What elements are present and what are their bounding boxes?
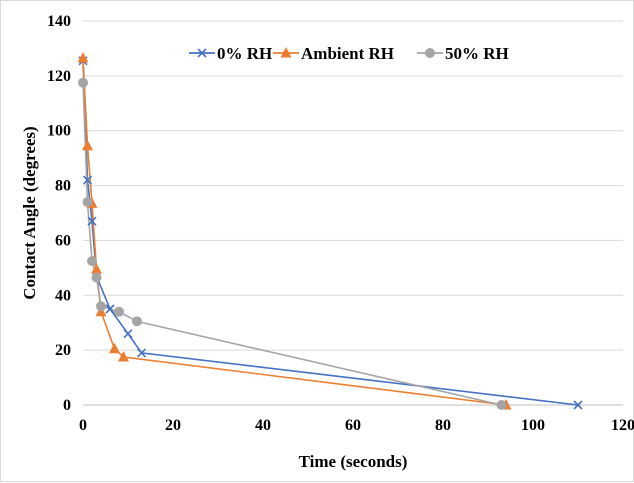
series-line-0 [82, 60, 579, 406]
y-tick-label-40: 40 [55, 287, 71, 304]
data-point-s0-7 [573, 400, 583, 410]
data-point-s2-2 [87, 256, 97, 266]
data-point-s2-5 [114, 306, 124, 317]
legend-marker-2 [425, 48, 435, 58]
data-point-s2-1 [82, 197, 93, 208]
y-tick-label-140: 140 [47, 13, 71, 30]
data-point-s0-4 [105, 304, 115, 314]
y-axis-title: Contact Angle (degrees) [20, 126, 39, 299]
data-point-s2-7 [496, 400, 507, 410]
x-tick-label-100: 100 [521, 417, 545, 434]
legend-label-2: 50% RH [445, 44, 509, 63]
gridlines [83, 20, 623, 351]
y-tick-label-0: 0 [63, 397, 71, 414]
data-point-s2-6 [132, 316, 142, 327]
x-axis-title: Time (seconds) [299, 452, 408, 471]
data-point-s0-6 [136, 348, 147, 358]
legend: 0% RH Ambient RH 50% RH [189, 44, 509, 63]
x-tick-label-120: 120 [611, 417, 634, 434]
x-tick-label-60: 60 [345, 417, 361, 434]
legend-marker-0 [197, 48, 207, 58]
data-point-s0-2 [87, 216, 97, 226]
legend-label-0: 0% RH [217, 44, 272, 63]
y-tick-label-60: 60 [55, 232, 71, 249]
y-tick-label-100: 100 [47, 123, 71, 140]
plot-area [77, 52, 583, 410]
data-point-s1-6 [118, 351, 129, 362]
y-tick-label-80: 80 [55, 178, 71, 195]
data-point-s0-5 [123, 329, 133, 339]
data-point-s1-3 [91, 263, 102, 274]
y-tick-label-120: 120 [47, 68, 71, 85]
data-point-s1-1 [82, 139, 93, 151]
legend-marker-1 [280, 47, 292, 58]
data-point-s2-4 [96, 301, 106, 312]
legend-label-1: Ambient RH [301, 44, 394, 63]
data-point-s2-0 [78, 77, 88, 88]
x-tick-label-40: 40 [255, 417, 271, 434]
x-tick-label-80: 80 [435, 417, 451, 434]
data-point-s0-1 [82, 175, 93, 185]
x-tick-label-20: 20 [165, 417, 181, 434]
y-tick-label-20: 20 [55, 342, 71, 359]
tick-labels: 0 20 40 60 80 100 120 140 0 20 40 60 80 100 120 [47, 13, 634, 434]
data-point-s2-3 [91, 272, 102, 283]
data-point-s1-0 [77, 52, 89, 63]
data-point-s1-5 [109, 342, 120, 354]
x-tick-label-0: 0 [79, 417, 87, 434]
